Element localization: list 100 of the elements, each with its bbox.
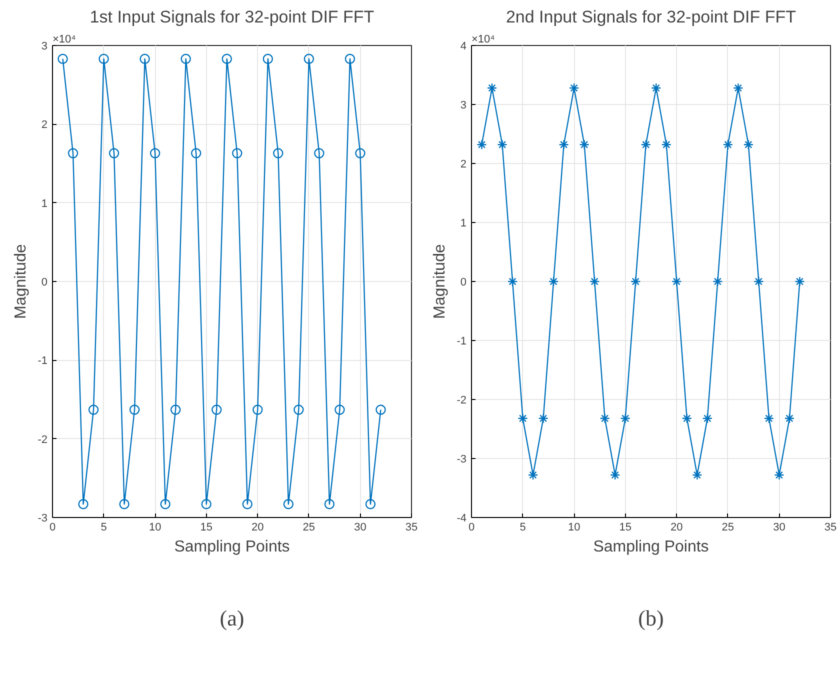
point — [661, 140, 672, 150]
point — [191, 148, 202, 158]
x-tick-label: 10 — [568, 522, 580, 534]
y-tick-label: -2 — [456, 394, 466, 406]
y-axis-title: Magnitude — [12, 244, 30, 319]
y-tick-label: 1 — [460, 218, 467, 230]
point — [518, 413, 528, 424]
text: ×10⁴ — [52, 34, 76, 46]
point — [252, 404, 263, 415]
point — [355, 148, 366, 158]
x-tick-label: 35 — [405, 522, 418, 534]
point — [344, 54, 356, 64]
x-axis-title: Sampling Points — [593, 538, 709, 556]
y-tick-label: 2 — [460, 158, 467, 170]
point — [365, 499, 376, 510]
point — [558, 140, 569, 150]
point — [314, 148, 324, 158]
y-tick-label: -1 — [38, 355, 48, 368]
y-tick-label: 3 — [460, 100, 467, 112]
point — [201, 499, 212, 510]
y-tick-label: -3 — [456, 454, 466, 466]
x-tick-label: 15 — [619, 522, 632, 534]
point — [129, 404, 140, 415]
x-tick-label: 30 — [354, 522, 366, 534]
point — [538, 413, 548, 424]
y-tick-label: 2 — [41, 119, 48, 132]
point — [600, 413, 610, 424]
point — [334, 404, 345, 415]
point — [88, 404, 99, 415]
annotation: ×10⁴ — [472, 34, 496, 46]
point — [242, 499, 252, 510]
point — [610, 470, 620, 480]
point — [98, 54, 109, 64]
point — [507, 276, 518, 287]
y-tick-label: 1 — [41, 198, 48, 210]
x-tick-label: 30 — [773, 522, 786, 534]
x-tick-label: 35 — [824, 522, 837, 534]
point — [294, 404, 304, 415]
y-tick-label: 0 — [41, 276, 48, 288]
x-tick-label: 0 — [49, 522, 56, 534]
x-axis-title: Sampling Points — [174, 538, 290, 556]
point — [630, 276, 641, 287]
point — [651, 82, 662, 94]
point — [784, 413, 795, 424]
point — [794, 276, 805, 287]
point — [304, 54, 314, 64]
y-axis-title: Magnitude — [432, 244, 449, 319]
text: (a) — [220, 606, 244, 630]
point — [150, 148, 160, 158]
point — [620, 413, 630, 424]
point — [486, 82, 498, 94]
point — [262, 54, 273, 64]
point — [222, 54, 232, 64]
y-tick-label: -3 — [38, 512, 48, 524]
point — [579, 140, 590, 150]
y-tick-label: -1 — [456, 336, 466, 348]
point — [743, 140, 754, 150]
x-tick-label: 10 — [148, 522, 162, 534]
point — [640, 140, 651, 150]
y-tick-label: -2 — [38, 434, 48, 446]
point — [712, 276, 723, 287]
point — [376, 404, 386, 415]
x-tick-label: 25 — [722, 522, 734, 534]
point — [702, 413, 713, 424]
point — [497, 140, 508, 150]
point — [692, 470, 702, 480]
point — [119, 499, 130, 510]
point — [140, 54, 150, 64]
x-tick-label: 25 — [302, 522, 316, 534]
point — [170, 404, 181, 415]
point — [324, 499, 335, 510]
y-tick-label: -4 — [456, 512, 466, 524]
point — [68, 148, 78, 158]
point — [476, 140, 487, 150]
point — [58, 54, 68, 64]
point — [548, 276, 559, 287]
point — [722, 140, 734, 150]
y-tick-label: 4 — [460, 40, 467, 52]
chart-title: 2nd Input Signals for 32-point DIF FFT — [506, 8, 796, 26]
point — [764, 413, 774, 424]
point — [232, 148, 242, 158]
y-tick-label: 3 — [41, 40, 48, 52]
x-tick-label: 5 — [100, 522, 107, 534]
point — [672, 276, 682, 287]
point — [733, 82, 744, 94]
text: (b) — [638, 606, 664, 630]
chart-title: 1st Input Signals for 32-point DIF FFT — [90, 8, 374, 26]
point — [212, 404, 222, 415]
point — [568, 82, 580, 94]
point — [774, 470, 784, 480]
x-tick-label: 15 — [200, 522, 212, 534]
y-tick-label: 0 — [460, 276, 467, 288]
point — [78, 499, 88, 510]
x-tick-label: 0 — [468, 522, 475, 534]
x-tick-label: 20 — [670, 522, 683, 534]
point — [108, 148, 120, 158]
point — [528, 470, 538, 480]
x-tick-label: 5 — [520, 522, 526, 534]
point — [754, 276, 764, 287]
x-tick-label: 20 — [252, 522, 264, 534]
